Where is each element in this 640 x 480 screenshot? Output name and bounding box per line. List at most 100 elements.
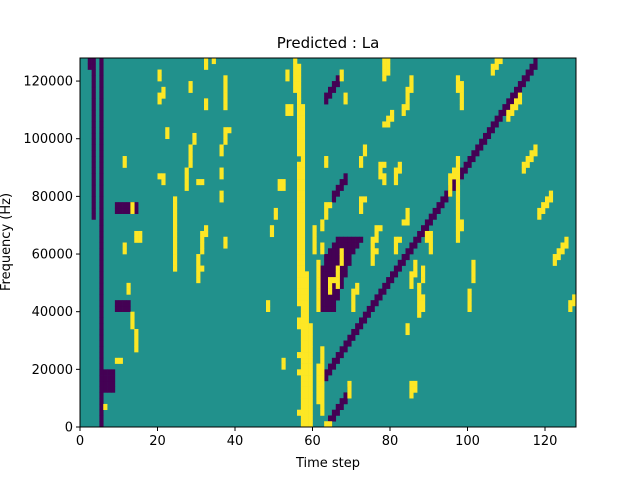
heatmap-cell-high [304,409,309,416]
heatmap-cell-low [99,207,104,214]
heatmap-cell-low [343,346,348,353]
heatmap-cell-low [335,242,340,249]
heatmap-cell-low [87,58,92,65]
heatmap-cell-low [99,144,104,151]
heatmap-cell-high [397,167,402,174]
x-axis: 0 20 40 60 80 100 120 [76,427,557,449]
heatmap-cell-low [324,254,329,261]
heatmap-cell-high [506,109,511,116]
heatmap-cell-high [300,161,306,168]
heatmap-cell-low [99,294,104,301]
heatmap-cell-low [99,173,104,180]
heatmap-cell-low [421,225,426,232]
heatmap-cell-high [130,323,135,330]
heatmap-cell-high [196,271,201,278]
heatmap-cell-low [320,294,325,301]
heatmap-cell-low [328,254,333,261]
heatmap-cell-high [452,173,457,180]
heatmap-cell-low [99,369,104,376]
heatmap-cell-high [196,254,201,261]
heatmap-cell-high [300,300,306,307]
plot-area [79,57,577,428]
heatmap-cell-low [99,346,104,353]
heatmap-cell-low [324,375,329,382]
heatmap-cell-high [304,398,309,405]
heatmap-cell-high [308,415,313,422]
heatmap-cell-high [304,415,309,422]
heatmap-cell-high [285,75,290,82]
heatmap-cell-high [304,305,309,312]
x-tick-label: 100 [455,434,480,449]
heatmap-cell-low [328,305,333,312]
heatmap-cell-low [324,305,329,312]
heatmap-cell-high [204,63,209,70]
heatmap-cell-high [297,317,302,324]
heatmap-cell-low [99,300,104,307]
heatmap-cell-high [320,352,325,359]
heatmap-cell-low [339,265,344,272]
heatmap-cell-high [517,92,523,99]
heatmap-cell-low [397,265,402,272]
heatmap-cell-high [300,179,306,186]
heatmap-cell-high [320,375,325,382]
heatmap-cell-high [448,190,453,197]
heatmap-cell-low [103,369,108,376]
y-tick-label: 100000 [23,132,73,147]
heatmap-cell-high [134,328,139,336]
heatmap-cell-high [386,115,391,122]
heatmap-cell-high [300,196,306,203]
heatmap-cell-low [440,196,445,203]
heatmap-cell-high [196,179,201,186]
heatmap-cell-low [486,132,492,140]
heatmap-cell-high [312,242,317,249]
heatmap-cell-high [401,219,406,226]
heatmap-cell-high [300,398,306,405]
heatmap-cell-high [421,300,426,307]
heatmap-cell-high [204,104,209,111]
heatmap-cell-high [359,196,364,203]
heatmap-cell-high [390,115,395,122]
heatmap-cell-high [300,277,306,284]
heatmap-cell-low [331,415,337,422]
heatmap-cell-low [339,282,344,289]
heatmap-cell-high [455,179,461,186]
heatmap-cell-low [99,213,104,220]
heatmap-cell-low [428,219,433,226]
heatmap-cell-high [304,352,309,359]
heatmap-cell-high [223,127,228,134]
heatmap-cell-high [572,294,577,301]
heatmap-cell-low [99,196,104,203]
heatmap-cell-high [382,161,387,168]
heatmap-cell-low [436,202,441,209]
heatmap-cell-high [266,300,271,307]
heatmap-cell-high [335,277,340,284]
heatmap-cell-high [297,190,302,197]
heatmap-cell-low [351,328,356,336]
heatmap-cell-high [300,288,306,295]
heatmap-cell-low [99,403,104,411]
heatmap-cell-high [359,156,364,163]
heatmap-cell-high [308,369,313,376]
heatmap-cell-high [188,156,193,163]
heatmap-cell-high [300,248,306,255]
heatmap-cell-low [486,127,492,134]
heatmap-cell-high [122,242,127,249]
heatmap-cell-high [300,380,306,387]
heatmap-cell-low [126,305,131,312]
heatmap-cell-low [114,305,120,312]
heatmap-cell-low [424,219,430,226]
heatmap-cell-high [417,311,422,318]
heatmap-cell-low [99,380,104,387]
heatmap-cell-high [374,248,379,255]
heatmap-cell-high [173,213,178,220]
heatmap-cell-low [335,288,340,295]
heatmap-cell-high [409,392,414,399]
heatmap-cell-high [297,167,302,174]
heatmap-cell-low [99,219,104,226]
heatmap-cell-high [300,346,306,353]
heatmap-cell-low [99,104,104,111]
heatmap-cell-high [355,282,360,289]
heatmap-cell-high [300,421,306,428]
heatmap-cell-high [409,282,414,289]
heatmap-cell-low [91,179,96,186]
